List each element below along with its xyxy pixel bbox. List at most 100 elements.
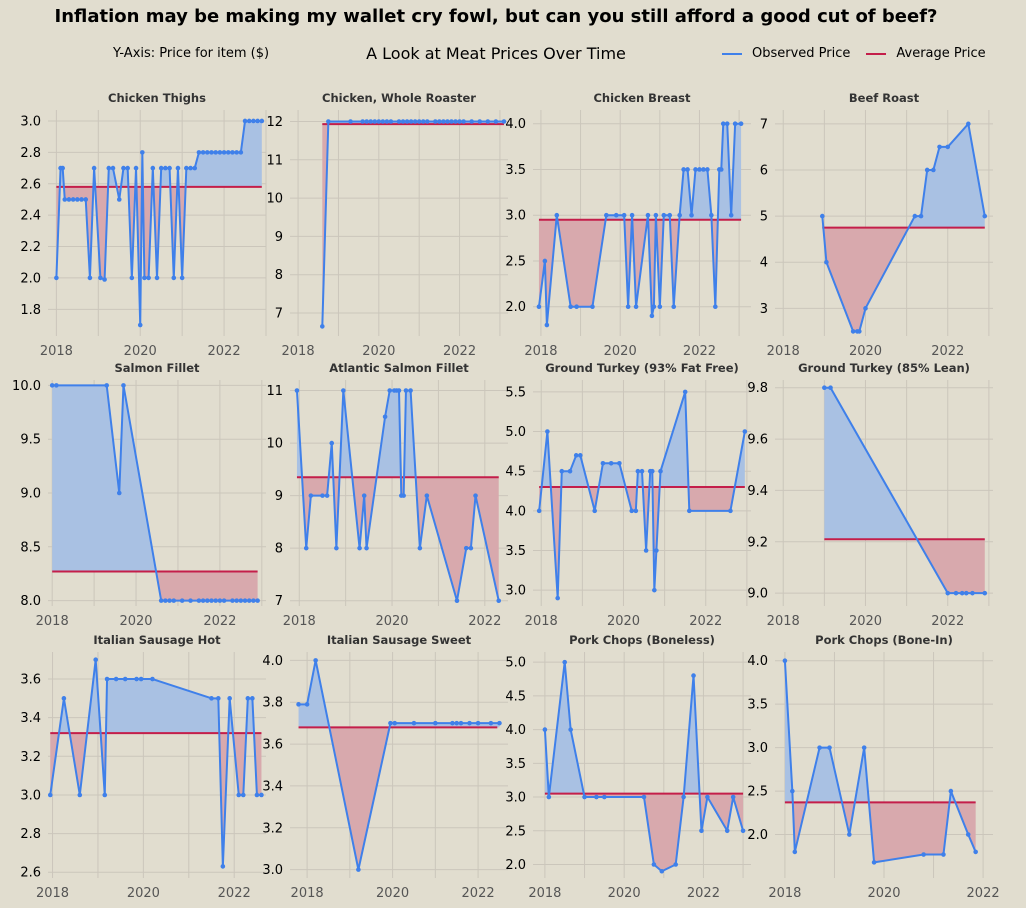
data-point bbox=[501, 119, 507, 124]
data-point bbox=[357, 545, 362, 551]
data-point bbox=[125, 165, 130, 171]
data-point bbox=[850, 329, 856, 334]
data-point bbox=[255, 598, 260, 603]
y-tick-label: 3.4 bbox=[262, 779, 283, 794]
data-point bbox=[296, 702, 301, 707]
data-point bbox=[79, 197, 84, 202]
data-point bbox=[216, 696, 221, 701]
data-point bbox=[417, 545, 423, 551]
y-tick-label: 9.0 bbox=[20, 487, 41, 502]
data-point bbox=[681, 794, 686, 800]
y-tick-label: 3.5 bbox=[505, 544, 526, 559]
panel-8: 2.6 2.8 3.0 3.2 3.4 3.6 2018 2020 2022 Italian Sa… bbox=[20, 633, 266, 901]
data-point bbox=[242, 598, 248, 603]
x-tick-label: 2020 bbox=[849, 614, 882, 629]
x-tick-label: 2022 bbox=[218, 886, 251, 901]
y-tick-label: 4.0 bbox=[505, 504, 526, 519]
x-tick-label: 2022 bbox=[931, 614, 964, 629]
data-point bbox=[740, 828, 746, 834]
x-tick-label: 2022 bbox=[203, 614, 236, 629]
data-point bbox=[408, 388, 413, 393]
data-point bbox=[360, 119, 365, 124]
data-point bbox=[651, 304, 657, 310]
data-point bbox=[234, 150, 239, 155]
data-point bbox=[568, 304, 573, 310]
y-tick-label: 3.0 bbox=[505, 209, 526, 224]
legend-item-observed: Observed Price bbox=[722, 46, 850, 61]
data-point bbox=[251, 598, 256, 603]
data-point bbox=[629, 212, 635, 218]
panel-2: 2.0 2.5 3.0 3.5 4.0 2018 2020 2022 Chicken Breas… bbox=[505, 91, 751, 359]
data-point bbox=[468, 545, 474, 551]
data-point bbox=[685, 167, 690, 172]
data-point bbox=[458, 720, 464, 726]
y-tick-label: 4.0 bbox=[505, 117, 526, 132]
observed-line bbox=[537, 122, 742, 327]
data-point bbox=[857, 329, 862, 334]
panel-title: Beef Roast bbox=[849, 91, 920, 105]
data-point bbox=[294, 388, 300, 393]
data-point bbox=[536, 508, 542, 514]
data-point bbox=[250, 696, 255, 701]
data-point bbox=[384, 119, 390, 124]
data-point bbox=[738, 121, 744, 127]
data-point bbox=[724, 121, 730, 127]
data-point bbox=[965, 832, 971, 837]
y-tick-label: 4.5 bbox=[505, 689, 526, 704]
y-tick-label: 9.4 bbox=[747, 484, 768, 499]
data-point bbox=[255, 118, 260, 124]
data-point bbox=[146, 275, 151, 281]
x-tick-label: 2018 bbox=[768, 886, 801, 901]
panel-title: Italian Sausage Sweet bbox=[327, 633, 472, 647]
data-point bbox=[329, 440, 335, 446]
data-point bbox=[70, 197, 76, 202]
data-point bbox=[104, 383, 109, 388]
data-point bbox=[941, 852, 946, 857]
y-tick-label: 8 bbox=[275, 542, 283, 557]
data-point bbox=[104, 676, 110, 682]
data-point bbox=[93, 657, 98, 663]
data-point bbox=[304, 702, 310, 707]
data-point bbox=[150, 676, 155, 682]
x-tick-label: 2020 bbox=[608, 886, 641, 901]
data-point bbox=[75, 197, 80, 202]
data-point bbox=[782, 658, 788, 663]
data-point bbox=[77, 792, 83, 798]
data-point bbox=[175, 165, 181, 171]
data-point bbox=[559, 468, 565, 474]
x-tick-label: 2020 bbox=[849, 344, 882, 359]
data-point bbox=[449, 119, 454, 124]
data-point bbox=[604, 212, 609, 218]
data-point bbox=[488, 720, 494, 726]
x-tick-label: 2018 bbox=[767, 344, 800, 359]
data-point bbox=[982, 590, 988, 596]
x-tick-label: 2018 bbox=[36, 886, 69, 901]
data-point bbox=[497, 720, 502, 726]
data-point bbox=[496, 598, 502, 604]
data-point bbox=[396, 388, 402, 393]
legend-item-average: Average Price bbox=[866, 46, 986, 61]
fill-above-average bbox=[544, 662, 700, 794]
data-point bbox=[303, 545, 309, 551]
data-point bbox=[652, 587, 657, 593]
y-tick-label: 11 bbox=[266, 384, 283, 399]
data-point bbox=[196, 598, 202, 603]
data-point bbox=[121, 165, 126, 171]
data-point bbox=[236, 792, 242, 798]
data-point bbox=[217, 150, 223, 155]
fill-below-average bbox=[784, 802, 976, 863]
data-point bbox=[184, 165, 189, 171]
data-point bbox=[982, 213, 988, 219]
observed-line bbox=[321, 120, 504, 327]
data-point bbox=[691, 673, 696, 678]
data-point bbox=[134, 676, 139, 682]
x-tick-label: 2022 bbox=[443, 344, 476, 359]
y-tick-label: 11 bbox=[266, 153, 283, 168]
panel-0: 1.8 2.0 2.2 2.4 2.6 2.8 3.0 2018 2020 2022 Chicken… bbox=[20, 91, 267, 359]
y-tick-label: 2.0 bbox=[505, 858, 526, 873]
data-point bbox=[91, 165, 97, 171]
y-tick-label: 3.0 bbox=[747, 741, 768, 756]
x-tick-label: 2020 bbox=[604, 344, 637, 359]
chart-subtitle: A Look at Meat Prices Over Time bbox=[366, 44, 626, 63]
data-point bbox=[953, 590, 959, 596]
